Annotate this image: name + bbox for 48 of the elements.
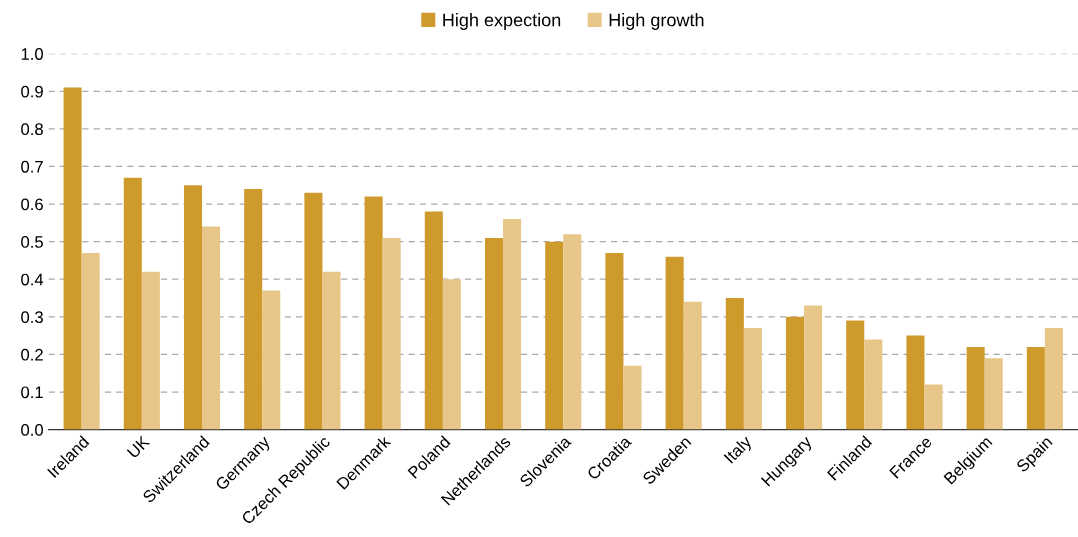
bar [63,87,82,430]
bar [322,271,341,430]
y-tick-label: 0.4 [21,273,44,286]
y-tick-label: 0.1 [21,386,43,399]
bar [424,211,443,430]
legend-label: High expection [443,13,561,30]
y-tick-label: 0.8 [21,123,43,136]
y-tick-label: 1.0 [21,48,43,60]
y-tick-label: 0.2 [21,348,43,361]
bar [804,305,823,430]
bar [605,252,624,430]
bar [665,256,684,430]
bar [244,189,263,430]
y-tick-label: 0.0 [21,424,43,436]
y-tick-label: 0.7 [21,160,43,173]
bar [1044,328,1063,430]
bar [1026,346,1045,430]
bar [442,279,461,430]
bar [563,234,582,430]
bar [183,185,203,430]
bar [906,335,925,430]
bar [725,298,744,430]
bar [364,196,383,430]
bar [743,328,762,430]
x-tick-label: Italy [723,434,755,466]
bar [864,339,883,430]
y-tick-label: 0.6 [21,198,43,211]
bar [924,384,943,430]
legend-label: High growth [609,13,704,30]
bar [846,320,865,430]
bar [966,346,985,430]
bar [304,192,323,430]
bar [262,290,281,430]
bar [503,219,522,430]
bar [786,316,805,430]
bar [81,252,100,430]
bar [623,365,642,430]
bar [683,301,702,430]
bar [484,237,504,430]
bar [984,358,1003,430]
bar [141,271,160,430]
bar [382,237,401,430]
y-tick-label: 0.5 [21,236,43,248]
y-tick-label: 0.9 [21,85,43,98]
y-tick-label: 0.3 [21,311,43,324]
bar [202,226,221,430]
bar [123,177,142,430]
bar [545,241,564,430]
